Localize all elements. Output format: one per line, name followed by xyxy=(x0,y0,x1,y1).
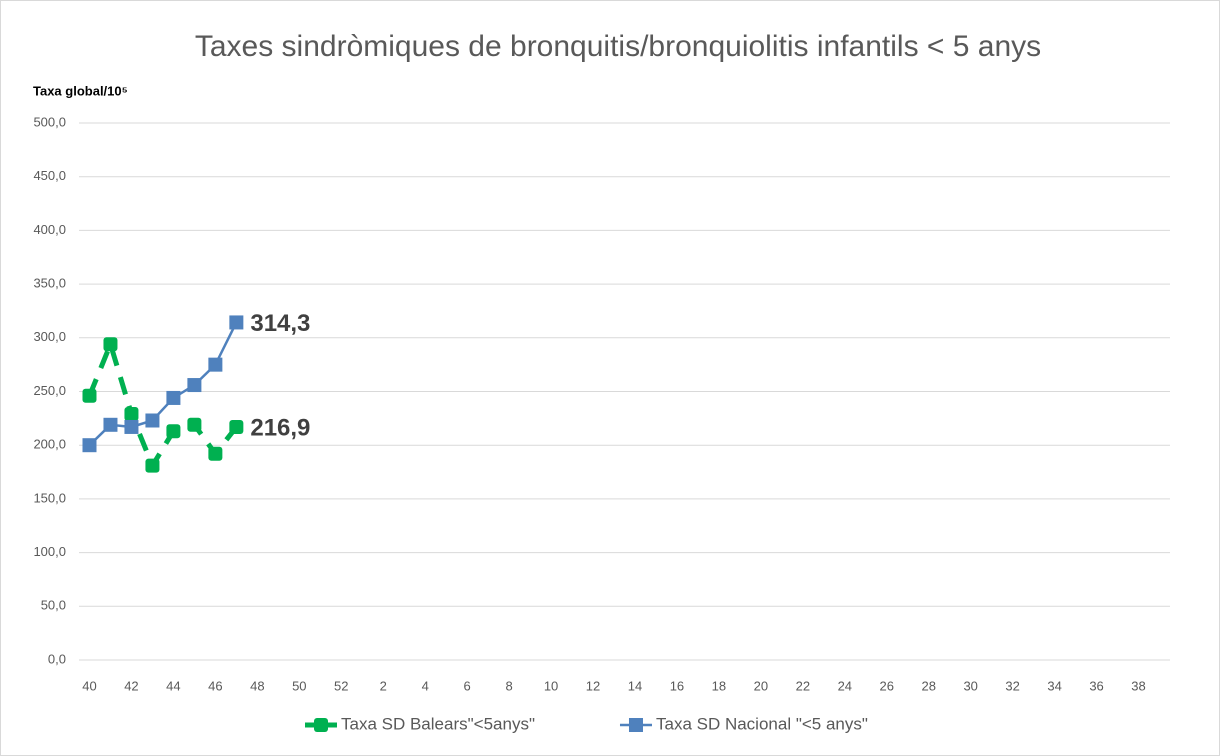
x-tick-label: 40 xyxy=(82,678,96,693)
legend-marker xyxy=(628,718,643,732)
legend-label: Taxa SD Balears"<5anys" xyxy=(341,714,535,733)
x-tick-label: 30 xyxy=(963,678,977,693)
x-tick-label: 38 xyxy=(1131,678,1145,693)
y-tick-label: 300,0 xyxy=(33,329,66,344)
x-tick-label: 6 xyxy=(464,678,471,693)
data-label: 314,3 xyxy=(250,310,310,337)
y-axis-title: Taxa global/10⁵ xyxy=(33,83,128,98)
x-tick-label: 18 xyxy=(712,678,726,693)
marker xyxy=(187,378,202,393)
marker xyxy=(208,446,223,461)
x-tick-label: 10 xyxy=(544,678,558,693)
y-tick-label: 150,0 xyxy=(33,490,66,505)
y-tick-label: 0,0 xyxy=(48,651,66,666)
x-tick-label: 34 xyxy=(1047,678,1061,693)
x-tick-label: 24 xyxy=(838,678,852,693)
data-label: 216,9 xyxy=(250,414,310,441)
x-tick-label: 22 xyxy=(796,678,810,693)
marker xyxy=(229,420,244,435)
x-tick-label: 44 xyxy=(166,678,180,693)
marker xyxy=(82,438,97,453)
x-tick-label: 48 xyxy=(250,678,264,693)
x-tick-label: 42 xyxy=(124,678,138,693)
y-tick-label: 100,0 xyxy=(33,544,66,559)
marker xyxy=(145,413,160,428)
marker xyxy=(166,390,181,405)
x-tick-label: 16 xyxy=(670,678,684,693)
y-tick-label: 50,0 xyxy=(41,598,66,613)
x-tick-label: 2 xyxy=(380,678,387,693)
marker xyxy=(187,417,202,432)
marker xyxy=(229,315,244,330)
x-tick-label: 28 xyxy=(921,678,935,693)
x-tick-label: 8 xyxy=(505,678,512,693)
marker xyxy=(124,407,139,422)
x-tick-label: 32 xyxy=(1005,678,1019,693)
x-tick-label: 36 xyxy=(1089,678,1103,693)
x-tick-label: 20 xyxy=(754,678,768,693)
marker xyxy=(103,417,118,432)
x-tick-label: 12 xyxy=(586,678,600,693)
x-tick-label: 26 xyxy=(880,678,894,693)
x-tick-label: 46 xyxy=(208,678,222,693)
marker xyxy=(103,337,118,352)
x-tick-label: 50 xyxy=(292,678,306,693)
y-tick-label: 350,0 xyxy=(33,276,66,291)
marker xyxy=(82,388,97,403)
marker xyxy=(145,458,160,473)
legend-label: Taxa SD Nacional "<5 anys" xyxy=(656,714,868,733)
y-tick-label: 200,0 xyxy=(33,437,66,452)
legend-marker xyxy=(314,718,328,732)
y-tick-label: 500,0 xyxy=(33,114,66,129)
marker xyxy=(208,357,223,372)
y-tick-label: 450,0 xyxy=(33,168,66,183)
marker xyxy=(124,419,139,434)
marker xyxy=(166,424,181,439)
y-tick-label: 400,0 xyxy=(33,222,66,237)
y-tick-label: 250,0 xyxy=(33,383,66,398)
x-tick-label: 4 xyxy=(422,678,429,693)
x-tick-label: 14 xyxy=(628,678,642,693)
chart-title: Taxes sindròmiques de bronquitis/bronqui… xyxy=(195,30,1041,63)
x-tick-label: 52 xyxy=(334,678,348,693)
